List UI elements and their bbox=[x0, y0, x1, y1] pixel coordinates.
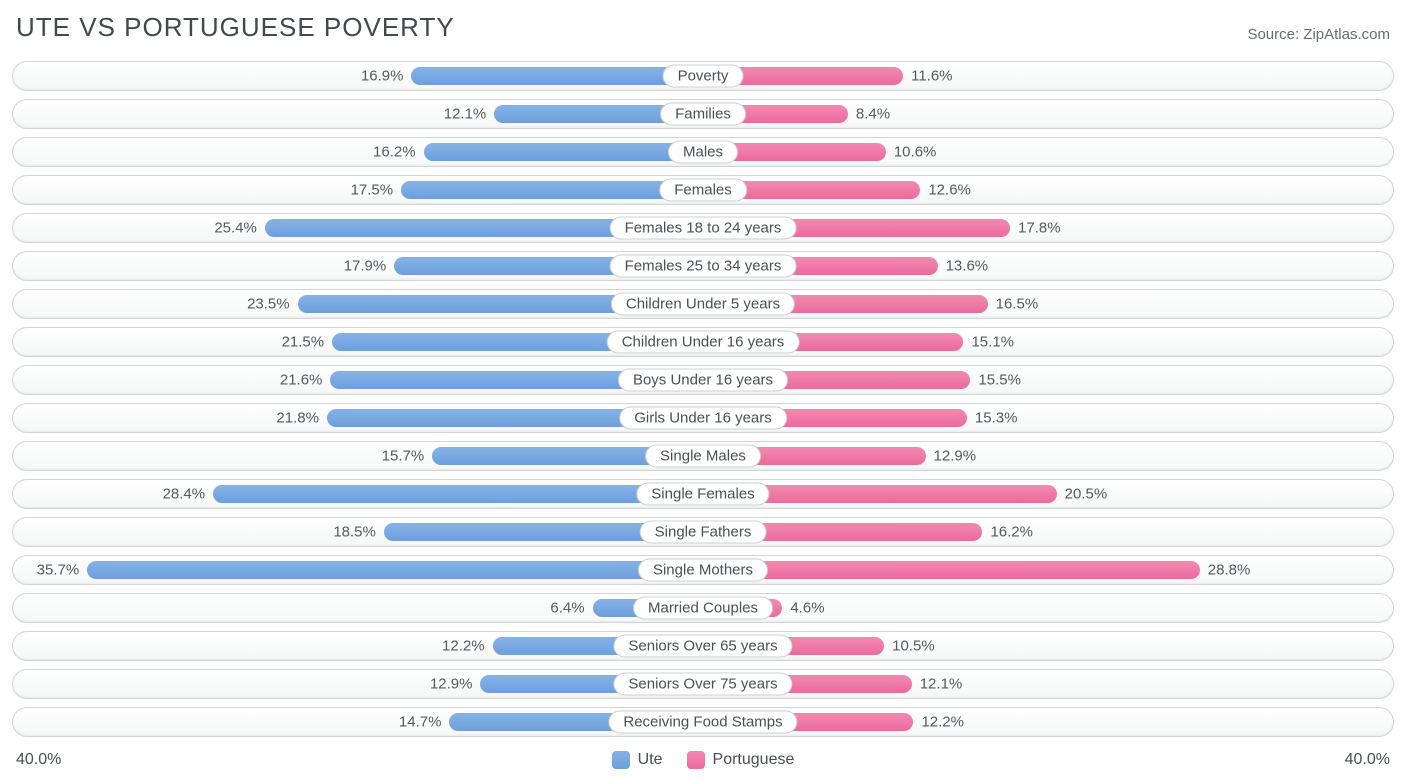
bar-left: 16.9% bbox=[411, 67, 703, 85]
axis-max-left: 40.0% bbox=[16, 751, 61, 769]
bar-value-left: 16.9% bbox=[361, 68, 412, 85]
bar-category: Females 18 to 24 years bbox=[610, 217, 797, 240]
bar-row: 28.4% 20.5% Single Females bbox=[12, 479, 1394, 509]
bar-value-left: 12.2% bbox=[442, 638, 493, 655]
legend-swatch-right bbox=[687, 751, 705, 769]
bar-value-right: 15.1% bbox=[963, 334, 1014, 351]
chart-footer: 40.0% Ute Portuguese 40.0% bbox=[12, 745, 1394, 769]
bar-value-right: 20.5% bbox=[1057, 486, 1108, 503]
bar-row: 35.7%28.8%Single Mothers bbox=[12, 555, 1394, 585]
bar-category: Children Under 16 years bbox=[607, 331, 800, 354]
chart-title: UTE VS PORTUGUESE POVERTY bbox=[16, 12, 455, 43]
bar-value-left: 28.4% bbox=[163, 486, 214, 503]
bar-value-left: 21.6% bbox=[280, 372, 331, 389]
bar-value-right: 4.6% bbox=[782, 600, 824, 617]
chart-header: UTE VS PORTUGUESE POVERTY Source: ZipAtl… bbox=[12, 12, 1394, 61]
bar-category: Receiving Food Stamps bbox=[608, 711, 797, 734]
bar-row: 14.7% 12.2% Receiving Food Stamps bbox=[12, 707, 1394, 737]
bar-value-right: 13.6% bbox=[938, 258, 989, 275]
bar-category: Single Mothers bbox=[638, 559, 768, 582]
bar-value-left: 21.5% bbox=[282, 334, 333, 351]
chart-source: Source: ZipAtlas.com bbox=[1247, 26, 1390, 43]
bar-value-left: 23.5% bbox=[247, 296, 298, 313]
bar-category: Females 25 to 34 years bbox=[610, 255, 797, 278]
diverging-bar-chart: 16.9%11.6%Poverty12.1%8.4%Families16.2%1… bbox=[12, 61, 1394, 737]
legend-item-left: Ute bbox=[612, 751, 663, 769]
bar-row: 6.4% 4.6% Married Couples bbox=[12, 593, 1394, 623]
bar-value-right: 11.6% bbox=[903, 68, 952, 85]
bar-left: 35.7% bbox=[87, 561, 703, 579]
bar-row: 12.1% 8.4% Families bbox=[12, 99, 1394, 129]
bar-row: 16.9% 11.6% Poverty bbox=[12, 61, 1394, 91]
legend-label-left: Ute bbox=[638, 751, 663, 769]
bar-value-left: 17.9% bbox=[344, 258, 395, 275]
bar-value-left: 12.9% bbox=[430, 676, 481, 693]
bar-left: 28.4% bbox=[213, 485, 703, 503]
bar-category: Females bbox=[659, 179, 747, 202]
bar-row: 15.7% 12.9% Single Males bbox=[12, 441, 1394, 471]
bar-category: Seniors Over 75 years bbox=[613, 673, 792, 696]
axis-max-right: 40.0% bbox=[1345, 751, 1390, 769]
bar-value-right: 15.5% bbox=[970, 372, 1021, 389]
bar-category: Children Under 5 years bbox=[611, 293, 795, 316]
bar-row: 21.6% 15.5% Boys Under 16 years bbox=[12, 365, 1394, 395]
legend-swatch-left bbox=[612, 751, 630, 769]
bar-value-right: 10.6% bbox=[886, 144, 937, 161]
bar-value-left: 21.8% bbox=[276, 410, 327, 427]
bar-value-left: 12.1% bbox=[444, 106, 495, 123]
bar-value-right: 16.2% bbox=[982, 524, 1033, 541]
bar-value-right: 10.5% bbox=[884, 638, 935, 655]
bar-row: 17.5% 12.6% Females bbox=[12, 175, 1394, 205]
bar-value-left: 17.5% bbox=[351, 182, 402, 199]
bar-left: 17.5% bbox=[401, 181, 703, 199]
bar-value-right: 16.5% bbox=[988, 296, 1039, 313]
legend-label-right: Portuguese bbox=[713, 751, 795, 769]
bar-value-left: 16.2% bbox=[373, 144, 424, 161]
bar-left: 16.2% bbox=[424, 143, 703, 161]
bar-value-right: 12.6% bbox=[920, 182, 971, 199]
bar-value-left: 6.4% bbox=[550, 600, 592, 617]
bar-value-left: 25.4% bbox=[214, 220, 265, 237]
bar-value-right: 12.9% bbox=[926, 448, 977, 465]
bar-value-left: 15.7% bbox=[382, 448, 433, 465]
bar-row: 12.2% 10.5% Seniors Over 65 years bbox=[12, 631, 1394, 661]
bar-category: Seniors Over 65 years bbox=[613, 635, 792, 658]
bar-row: 25.4% 17.8% Females 18 to 24 years bbox=[12, 213, 1394, 243]
bar-value-right: 28.8% bbox=[1200, 562, 1251, 579]
bar-row: 17.9% 13.6% Females 25 to 34 years bbox=[12, 251, 1394, 281]
bar-value-left: 14.7% bbox=[399, 714, 450, 731]
bar-category: Boys Under 16 years bbox=[618, 369, 788, 392]
bar-value-right: 17.8% bbox=[1010, 220, 1061, 237]
bar-row: 21.5% 15.1% Children Under 16 years bbox=[12, 327, 1394, 357]
bar-category: Single Males bbox=[645, 445, 761, 468]
bar-value-left: 35.7% bbox=[37, 562, 88, 579]
bar-right: 28.8% bbox=[703, 561, 1200, 579]
bar-value-left: 18.5% bbox=[333, 524, 384, 541]
bar-row: 18.5% 16.2% Single Fathers bbox=[12, 517, 1394, 547]
bar-row: 23.5% 16.5% Children Under 5 years bbox=[12, 289, 1394, 319]
bar-value-right: 8.4% bbox=[848, 106, 890, 123]
bar-category: Single Females bbox=[636, 483, 769, 506]
bar-category: Married Couples bbox=[633, 597, 773, 620]
bar-value-right: 12.2% bbox=[913, 714, 964, 731]
bar-value-right: 15.3% bbox=[967, 410, 1018, 427]
bar-value-right: 12.1% bbox=[912, 676, 963, 693]
bar-row: 16.2% 10.6% Males bbox=[12, 137, 1394, 167]
bar-row: 12.9% 12.1% Seniors Over 75 years bbox=[12, 669, 1394, 699]
bar-row: 21.8% 15.3% Girls Under 16 years bbox=[12, 403, 1394, 433]
bar-category: Families bbox=[660, 103, 746, 126]
legend: Ute Portuguese bbox=[612, 751, 795, 769]
bar-category: Girls Under 16 years bbox=[619, 407, 787, 430]
bar-category: Single Fathers bbox=[640, 521, 767, 544]
legend-item-right: Portuguese bbox=[687, 751, 795, 769]
bar-category: Males bbox=[668, 141, 738, 164]
bar-category: Poverty bbox=[663, 65, 744, 88]
